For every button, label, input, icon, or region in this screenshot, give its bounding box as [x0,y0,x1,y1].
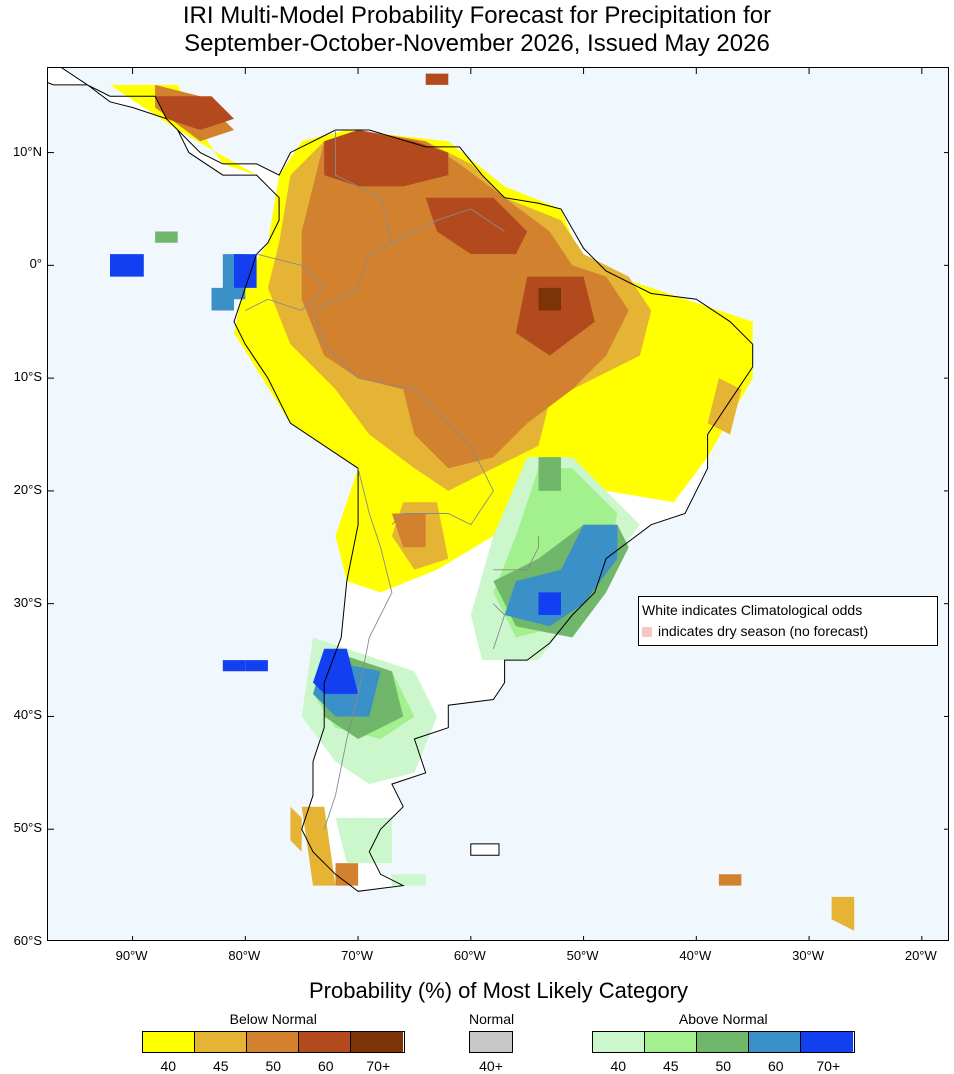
region-below-60-1 [425,197,528,255]
border-line-1 [391,490,494,526]
lat-label: 20°S [13,481,42,497]
legend-swatch [247,1032,300,1052]
legend-swatch [645,1032,698,1052]
legend-swatch [749,1032,802,1052]
lat-label: 40°S [13,707,42,723]
legend-color-bar [469,1031,513,1053]
coastline-layer [48,68,754,892]
lon-label: 50°W [566,948,599,963]
legend-group-label: Above Normal [678,1011,768,1027]
legend-color-bar [142,1031,405,1053]
dry-season-swatch [642,627,652,637]
legend-swatch [697,1032,750,1052]
legend-swatch [801,1032,854,1052]
legend-tick-label: 40 [610,1058,627,1074]
region-below-50-4 [335,863,359,886]
legend-tick-label: 45 [662,1058,679,1074]
lat-label: 0° [29,256,42,272]
lat-label: 10°N [12,143,42,159]
region-above-50-0 [538,457,561,491]
legend-tick-label: 50 [265,1058,282,1074]
region-below-45-5 [831,896,855,931]
legend-group-label: Below Normal [229,1011,317,1027]
lat-label: 50°S [13,820,42,836]
region-below-50-0 [301,130,629,469]
region-below-45-4 [290,806,302,852]
lon-label: 70°W [341,948,374,963]
border-line-4 [335,130,393,243]
region-above-70plus-3 [222,660,246,672]
legend-tick-label: 60 [317,1058,334,1074]
map-note-box: White indicates Climatological odds indi… [638,596,938,646]
legend-swatch [470,1032,512,1052]
region-below-60-3 [155,96,234,130]
region-below-50-2 [391,513,426,548]
lon-label: 30°W [792,948,825,963]
region-above-70plus-1 [538,592,561,615]
coastline-1 [470,843,500,856]
border-line-2 [312,208,505,492]
legend-swatch [195,1032,248,1052]
region-above-70plus-2 [110,254,144,277]
lon-label: 80°W [228,948,261,963]
region-below-60-4 [425,73,449,85]
lon-label: 40°W [679,948,712,963]
lon-label: 60°W [453,948,486,963]
region-below-40-1 [110,84,257,176]
legend-swatch [593,1032,646,1052]
legend-swatch [143,1032,196,1052]
legend-color-bar [592,1031,855,1053]
legend-tick-label: 70+ [366,1058,391,1074]
axis-ticks [48,68,948,940]
lat-label: 10°S [13,369,42,385]
region-above-40-2 [335,817,392,864]
coastline-0 [48,68,754,892]
legend-tick-label: 45 [212,1058,229,1074]
border-line-0 [323,468,393,830]
legend-tick-label: 40 [160,1058,177,1074]
legend-swatch [299,1032,352,1052]
region-above-70plus-4 [245,660,268,672]
region-above-50-3 [155,231,178,243]
region-above-40-3 [391,874,426,886]
legend-title: Probability (%) of Most Likely Category [308,978,689,1003]
forecast-map [47,67,949,941]
forecast-map-canvas [48,68,948,940]
legend-tick-label: 60 [767,1058,784,1074]
probability-layer [110,73,855,931]
legend-tick-label: 70+ [816,1058,841,1074]
border-line-6 [492,603,506,649]
note-climatological: White indicates Climatological odds [642,602,863,618]
legend-swatch [351,1032,404,1052]
region-below-45-2 [707,378,742,435]
lat-label: 30°S [13,594,42,610]
legend-group-label: Normal [469,1011,515,1027]
landmass-1 [470,843,499,856]
region-above-60-3 [211,287,234,311]
lon-label: 20°W [904,948,937,963]
note-dry-season: indicates dry season (no forecast) [642,621,937,642]
border-line-5 [493,536,539,571]
note-dry-season-text: indicates dry season (no forecast) [658,623,869,639]
legend-tick-label: 40+ [479,1058,503,1074]
lon-label: 90°W [115,948,148,963]
region-above-60-0 [504,524,618,627]
legend-tick-label: 50 [715,1058,732,1074]
region-below-60-2 [515,276,595,356]
map-title-line2: September-October-November 2026, Issued … [184,30,770,57]
region-below-70plus-0 [538,287,561,311]
map-title-line1: IRI Multi-Model Probability Forecast for… [182,2,772,29]
border-line-3 [245,253,325,312]
region-below-50-3 [718,874,742,886]
lat-label: 60°S [13,933,42,948]
region-above-70plus-5 [234,254,257,288]
